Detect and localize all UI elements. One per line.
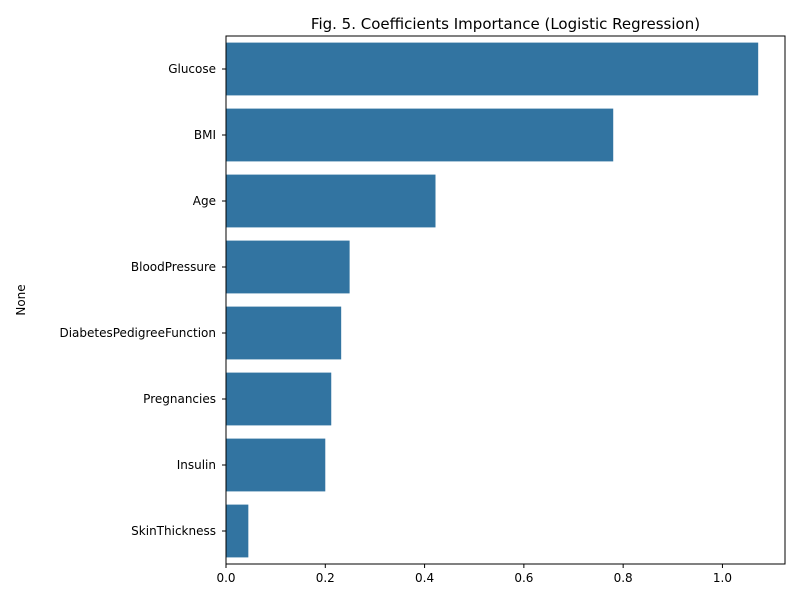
x-tick-label: 0.2 xyxy=(316,571,335,585)
bar xyxy=(226,504,249,558)
y-tick-label: SkinThickness xyxy=(131,524,216,538)
bar xyxy=(226,306,342,360)
bar xyxy=(226,240,350,294)
bar xyxy=(226,174,436,228)
y-tick-label: BloodPressure xyxy=(131,260,216,274)
bar xyxy=(226,108,614,162)
x-tick-label: 0.8 xyxy=(614,571,633,585)
y-ticks-layer: Glucose BMI Age BloodPressure DiabetesPedigr… xyxy=(59,62,226,538)
x-tick-label: 1.0 xyxy=(713,571,732,585)
bar xyxy=(226,438,326,492)
y-tick-label: Age xyxy=(193,194,216,208)
x-tick-label: 0.4 xyxy=(415,571,434,585)
y-axis-label: None xyxy=(14,284,28,315)
bar xyxy=(226,372,332,426)
x-tick-label: 0.0 xyxy=(216,571,235,585)
bar xyxy=(226,42,759,96)
chart-title: Fig. 5. Coefficients Importance (Logisti… xyxy=(311,15,700,33)
y-tick-label: DiabetesPedigreeFunction xyxy=(59,326,216,340)
y-tick-label: Pregnancies xyxy=(143,392,216,406)
y-tick-label: BMI xyxy=(194,128,216,142)
x-tick-label: 0.6 xyxy=(514,571,533,585)
plot-frame xyxy=(225,35,786,565)
y-tick-label: Glucose xyxy=(168,62,216,76)
bars-layer xyxy=(226,42,759,558)
x-ticks-layer: 0.0 0.2 0.4 0.6 0.8 1.0 xyxy=(216,564,732,585)
y-tick-label: Insulin xyxy=(177,458,216,472)
